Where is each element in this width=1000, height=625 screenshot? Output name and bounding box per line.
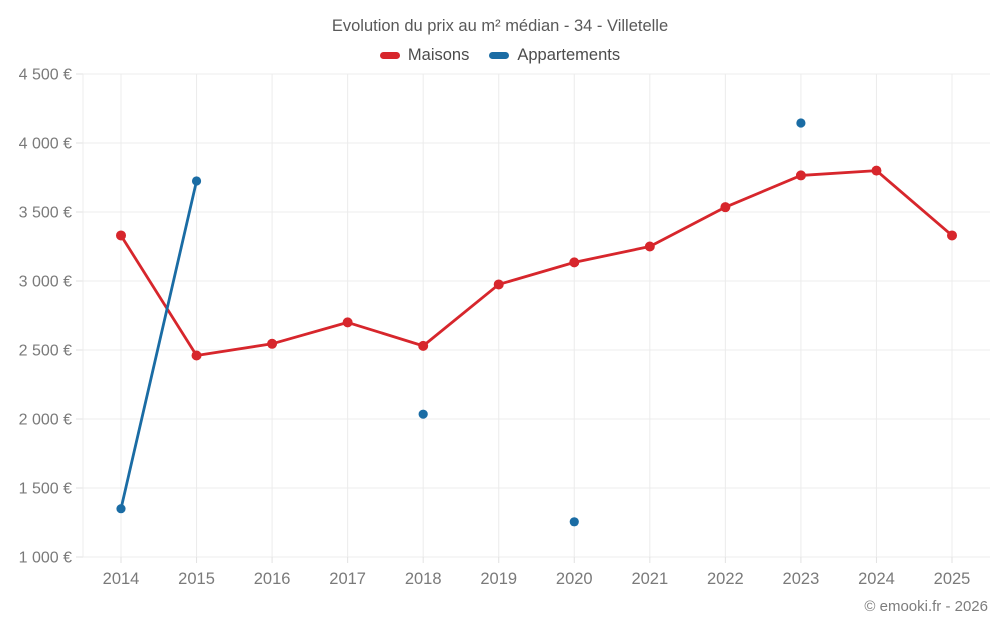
x-axis-tick-label: 2021 [631,570,668,588]
x-axis-tick-label: 2014 [103,570,140,588]
x-axis-tick-label: 2015 [178,570,215,588]
data-point[interactable] [569,257,580,268]
x-axis-tick-label: 2022 [707,570,744,588]
data-point[interactable] [796,118,806,128]
maisons-swatch-icon [379,52,400,59]
x-axis-tick-label: 2020 [556,570,593,588]
x-axis-tick-label: 2025 [934,570,971,588]
chart-legend: Maisons Appartements [0,46,1000,65]
series-maisons [116,165,957,361]
x-axis-tick-label: 2018 [405,570,442,588]
y-axis-tick-label: 1 000 € [19,550,72,567]
data-point[interactable] [267,338,278,349]
data-point[interactable] [720,202,731,213]
y-axis-tick-label: 3 500 € [19,205,72,222]
x-axis-tick-label: 2024 [858,570,895,588]
data-point[interactable] [342,317,353,328]
data-point[interactable] [493,279,504,290]
chart-title: Evolution du prix au m² médian - 34 - Vi… [331,17,669,35]
data-point[interactable] [795,170,806,181]
data-point[interactable] [116,230,126,241]
data-point[interactable] [569,517,579,527]
data-point[interactable] [418,340,429,351]
appartements-swatch-icon [489,52,510,59]
legend-label-appartements: Appartements [517,46,621,64]
legend-label-maisons: Maisons [407,46,470,64]
series-appartements [116,118,806,527]
data-point[interactable] [418,409,428,419]
x-axis-tick-label: 2019 [480,570,517,588]
x-axis-tick-label: 2023 [783,570,820,588]
y-axis-tick-label: 1 500 € [19,481,72,498]
y-axis-tick-label: 2 500 € [19,343,72,360]
data-point[interactable] [191,176,202,186]
y-axis-tick-label: 2 000 € [19,412,72,429]
data-point[interactable] [116,504,126,514]
credits-label: © emooki.fr - 2026 [864,598,988,615]
x-axis-tick-label: 2017 [329,570,366,588]
data-point[interactable] [644,241,655,252]
data-point[interactable] [191,350,202,361]
y-axis-tick-label: 4 000 € [19,136,72,153]
y-axis-tick-label: 4 500 € [19,67,72,84]
legend-item-maisons[interactable]: Maisons [379,46,470,65]
x-axis-tick-label: 2016 [254,570,291,588]
data-point[interactable] [947,230,957,241]
data-point[interactable] [871,165,882,176]
legend-item-appartements[interactable]: Appartements [489,46,620,65]
y-axis-tick-label: 3 000 € [19,274,72,291]
